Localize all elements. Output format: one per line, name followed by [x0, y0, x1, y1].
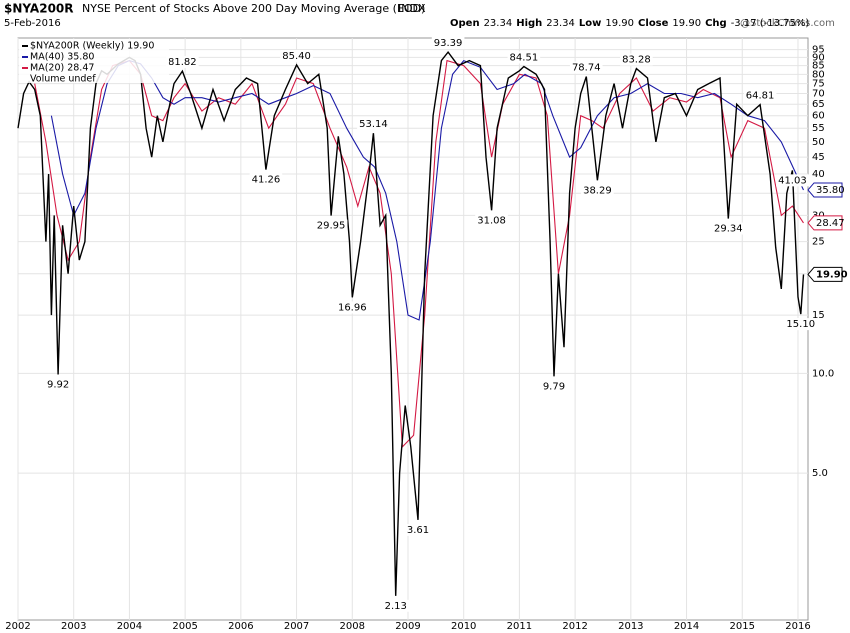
x-tick-label: 2006 — [228, 621, 253, 632]
y-tick-label: 55 — [812, 123, 825, 134]
annotation: 81.82 — [168, 57, 197, 68]
annotation: 2.13 — [385, 601, 407, 612]
exchange: INDX — [398, 2, 426, 15]
annotation: 29.95 — [317, 221, 346, 232]
annotation: 9.79 — [543, 381, 565, 392]
y-tick-label: 45 — [812, 152, 825, 163]
quote-item: High — [516, 18, 542, 29]
annotation-box — [784, 318, 818, 331]
last-value-badge — [807, 215, 843, 231]
y-tick-label: 50 — [812, 137, 825, 148]
annotation: 31.08 — [477, 215, 506, 226]
annotation: 93.39 — [434, 38, 463, 49]
y-tick-label: 5.0 — [812, 468, 828, 479]
legend-label: Volume undef — [30, 74, 96, 85]
y-tick-label: 80 — [812, 69, 825, 80]
y-tick-label: 95 — [812, 45, 825, 56]
quote-item: Open — [450, 18, 480, 29]
annotation: 85.40 — [282, 51, 311, 62]
quote-item: Close — [638, 18, 669, 29]
annotation-box — [475, 214, 508, 227]
annotation: 83.28 — [622, 55, 651, 66]
y-tick-label: 10.0 — [812, 368, 834, 379]
annotation-box — [357, 118, 390, 131]
quote-item: Chg — [705, 18, 727, 29]
annotation: 64.81 — [746, 91, 775, 102]
annotation-box — [581, 184, 614, 197]
quote-item: 23.34 — [546, 18, 575, 29]
x-tick-label: 2010 — [451, 621, 476, 632]
annotation: 38.29 — [583, 185, 612, 196]
annotation-box — [249, 173, 283, 186]
annotation: 41.26 — [252, 175, 281, 186]
legend-label: MA(20) 28.47 — [30, 63, 94, 74]
y-tick-label: 75 — [812, 79, 825, 90]
x-tick-label: 2016 — [785, 621, 810, 632]
quote-item: -3.17 (-13.75%) — [731, 18, 810, 29]
annotation-box — [620, 53, 653, 66]
legend-box — [19, 39, 169, 83]
x-tick-label: 2004 — [117, 621, 142, 632]
annotation: 29.34 — [714, 224, 743, 235]
last-value-badge — [807, 182, 843, 198]
symbol: $NYA200R — [4, 2, 74, 16]
y-tick-label: 85 — [812, 61, 825, 72]
annotation: 9.92 — [47, 380, 69, 391]
annotation: 53.14 — [359, 119, 388, 130]
annotation-box — [404, 523, 432, 536]
y-tick-label: 70 — [812, 89, 825, 100]
annotation: 78.74 — [572, 63, 601, 74]
annotation-box — [712, 222, 745, 235]
series-line — [34, 59, 804, 449]
last-value-label: 19.90 — [816, 269, 848, 280]
quote-item: 19.90 — [605, 18, 634, 29]
y-tick-label: 90 — [812, 52, 825, 63]
x-tick-label: 2011 — [507, 621, 532, 632]
annotation: 15.10 — [786, 319, 815, 330]
legend-label: MA(40) 35.80 — [30, 52, 94, 63]
last-value-label: 28.47 — [816, 218, 845, 229]
x-tick-label: 2014 — [674, 621, 699, 632]
watermark: @StockCharts.com — [740, 18, 835, 29]
annotation-box — [507, 51, 541, 64]
x-tick-label: 2007 — [284, 621, 309, 632]
annotation-box — [743, 89, 777, 102]
y-tick-label: 65 — [812, 99, 825, 110]
y-tick-label: 60 — [812, 111, 825, 122]
annotation-box — [431, 37, 465, 50]
quote-item: Low — [579, 18, 601, 29]
legend-label: $NYA200R (Weekly) 19.90 — [30, 41, 154, 52]
annotation: 3.61 — [407, 525, 429, 536]
quote-item: 19.90 — [672, 18, 701, 29]
y-tick-label: 40 — [812, 169, 825, 180]
annotation-box — [540, 380, 568, 393]
annotation-box — [44, 378, 72, 391]
annotation-box — [776, 174, 809, 187]
x-tick-label: 2008 — [340, 621, 365, 632]
annotation-box — [569, 61, 603, 74]
date: 5-Feb-2016 — [4, 18, 61, 29]
annotation: 41.03 — [778, 175, 807, 186]
annotation-box — [280, 49, 313, 62]
y-tick-label: 15 — [812, 310, 825, 321]
y-tick-label: 25 — [812, 237, 825, 248]
last-value-label: 35.80 — [816, 185, 845, 196]
x-tick-label: 2015 — [730, 621, 755, 632]
annotation-box — [166, 56, 199, 69]
x-tick-label: 2012 — [562, 621, 587, 632]
annotation: 16.96 — [338, 302, 367, 313]
x-tick-label: 2002 — [5, 621, 30, 632]
annotation-box — [382, 599, 409, 612]
chart-title: NYSE Percent of Stocks Above 200 Day Mov… — [82, 2, 425, 15]
annotation-box — [335, 301, 369, 314]
x-tick-label: 2013 — [618, 621, 643, 632]
quote-item: 23.34 — [484, 18, 513, 29]
x-tick-label: 2005 — [172, 621, 197, 632]
last-value-badge — [807, 266, 843, 282]
annotation-box — [314, 219, 348, 232]
x-tick-label: 2003 — [61, 621, 86, 632]
x-tick-label: 2009 — [395, 621, 420, 632]
annotation: 84.51 — [510, 52, 539, 63]
